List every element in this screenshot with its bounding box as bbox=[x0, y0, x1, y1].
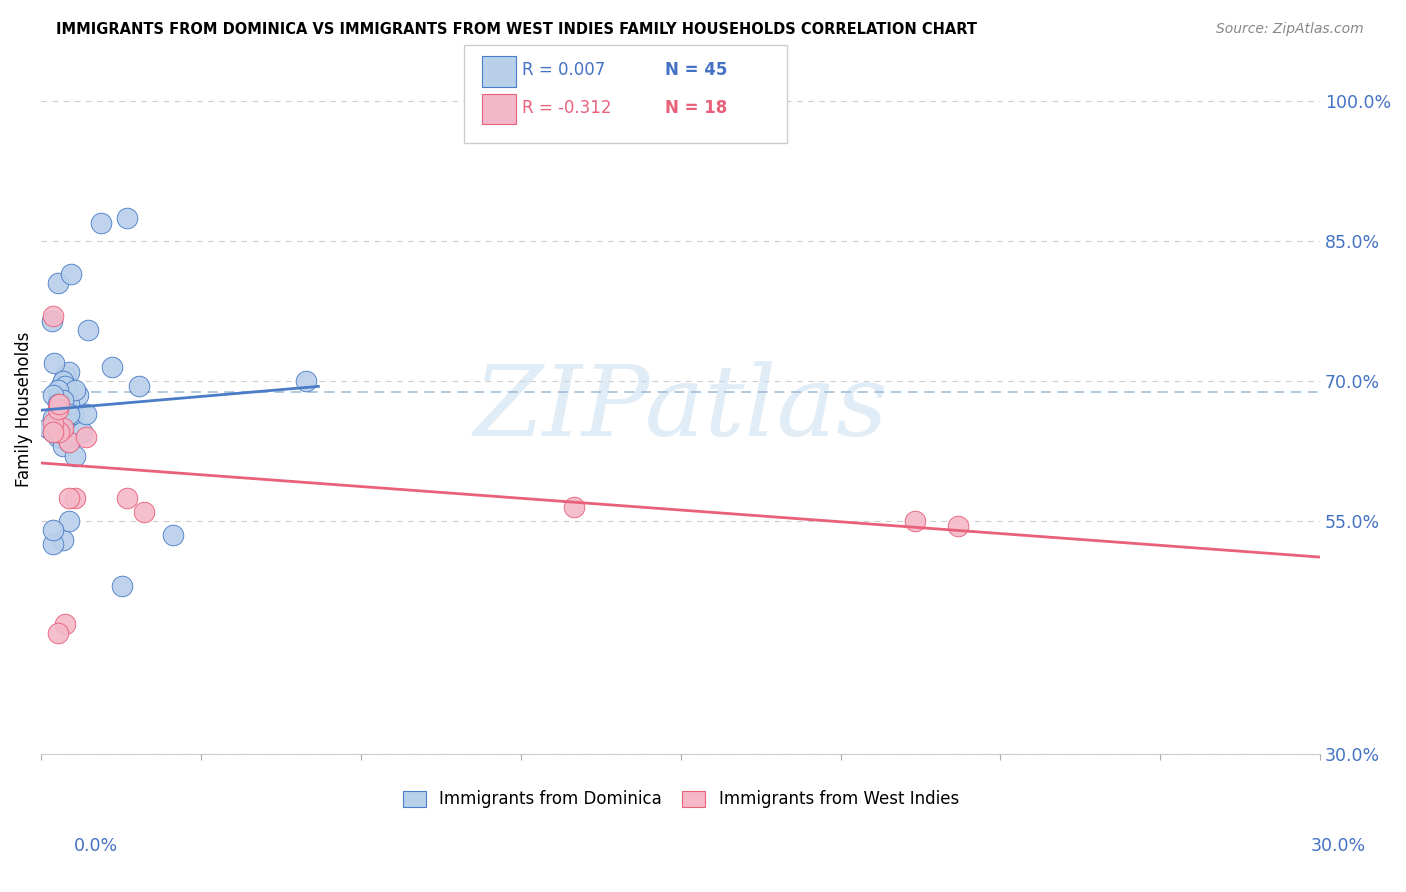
Point bbox=[65, 384, 87, 398]
Point bbox=[52, 439, 75, 453]
Text: R = 0.007: R = 0.007 bbox=[522, 62, 605, 79]
Point bbox=[49, 379, 72, 393]
Point bbox=[946, 518, 969, 533]
Point bbox=[48, 397, 70, 411]
Point bbox=[46, 626, 69, 640]
Point bbox=[75, 407, 97, 421]
Point bbox=[42, 537, 65, 551]
Point bbox=[115, 491, 138, 505]
Point bbox=[58, 397, 80, 411]
Point bbox=[162, 528, 184, 542]
Point bbox=[77, 323, 100, 337]
Point bbox=[52, 392, 75, 407]
Text: ZIPatlas: ZIPatlas bbox=[474, 361, 889, 457]
Point bbox=[46, 397, 69, 411]
Point bbox=[52, 533, 75, 547]
Point bbox=[70, 425, 93, 440]
Point bbox=[66, 388, 89, 402]
Point bbox=[42, 425, 65, 440]
Point bbox=[58, 434, 80, 449]
Point bbox=[46, 430, 69, 444]
Point bbox=[53, 379, 76, 393]
Point bbox=[42, 416, 65, 430]
Legend: Immigrants from Dominica, Immigrants from West Indies: Immigrants from Dominica, Immigrants fro… bbox=[396, 783, 966, 815]
Point bbox=[62, 407, 84, 421]
Point bbox=[58, 407, 80, 421]
Point bbox=[58, 434, 80, 449]
Point bbox=[90, 216, 112, 230]
Point bbox=[58, 365, 80, 379]
Point bbox=[46, 392, 69, 407]
Point bbox=[60, 267, 83, 281]
Point bbox=[52, 416, 75, 430]
Point bbox=[46, 402, 69, 417]
Point bbox=[41, 313, 63, 327]
Text: R = -0.312: R = -0.312 bbox=[522, 99, 612, 117]
Point bbox=[75, 430, 97, 444]
Text: Source: ZipAtlas.com: Source: ZipAtlas.com bbox=[1216, 22, 1364, 37]
Point bbox=[52, 374, 75, 388]
Text: N = 18: N = 18 bbox=[665, 99, 727, 117]
Text: N = 45: N = 45 bbox=[665, 62, 727, 79]
Point bbox=[42, 355, 65, 369]
Point bbox=[904, 514, 927, 528]
Text: 30.0%: 30.0% bbox=[1310, 837, 1367, 855]
Point bbox=[128, 379, 150, 393]
Point bbox=[53, 616, 76, 631]
Point bbox=[48, 402, 70, 417]
Point bbox=[48, 411, 70, 425]
Point bbox=[42, 524, 65, 538]
Point bbox=[58, 514, 80, 528]
Point bbox=[58, 491, 80, 505]
Point bbox=[65, 449, 87, 463]
Point bbox=[115, 211, 138, 225]
Point bbox=[42, 411, 65, 425]
Point bbox=[53, 369, 76, 384]
Point bbox=[42, 388, 65, 402]
Point bbox=[42, 309, 65, 323]
Point bbox=[46, 425, 69, 440]
Point bbox=[42, 425, 65, 440]
Point bbox=[48, 425, 70, 440]
Point bbox=[37, 421, 59, 435]
Text: 0.0%: 0.0% bbox=[73, 837, 118, 855]
Point bbox=[48, 277, 70, 291]
Point bbox=[52, 421, 75, 435]
Text: IMMIGRANTS FROM DOMINICA VS IMMIGRANTS FROM WEST INDIES FAMILY HOUSEHOLDS CORREL: IMMIGRANTS FROM DOMINICA VS IMMIGRANTS F… bbox=[56, 22, 977, 37]
Point bbox=[100, 360, 122, 375]
Point bbox=[294, 374, 316, 388]
Point bbox=[46, 384, 69, 398]
Point bbox=[111, 579, 134, 593]
Point bbox=[562, 500, 585, 514]
Point bbox=[65, 491, 87, 505]
Point bbox=[48, 411, 70, 425]
Point bbox=[132, 505, 155, 519]
Y-axis label: Family Households: Family Households bbox=[15, 332, 32, 487]
